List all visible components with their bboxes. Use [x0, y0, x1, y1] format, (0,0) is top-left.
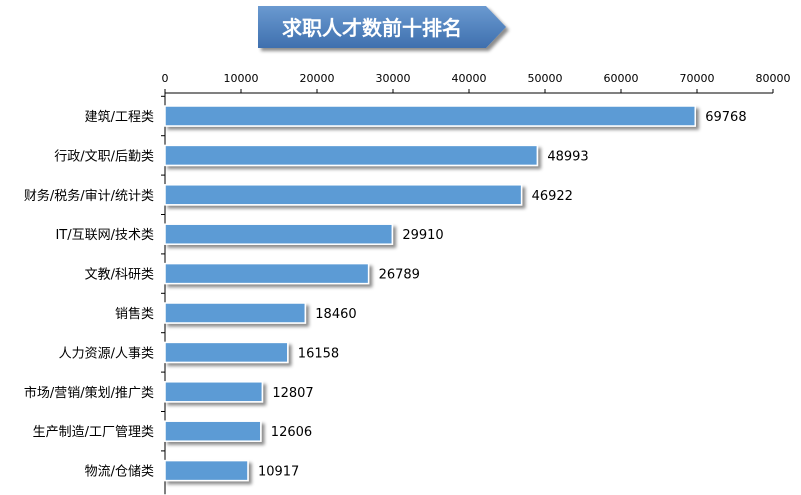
category-label: 市场/营销/策划/推广类 [24, 385, 154, 401]
title-banner-shape [258, 6, 506, 48]
bar [164, 420, 262, 442]
category-label: 物流/仓储类 [85, 465, 154, 480]
category-label: IT/互联网/技术类 [55, 228, 154, 243]
bar [164, 105, 696, 127]
value-label: 69768 [705, 110, 746, 125]
x-tick-label: 50000 [528, 72, 563, 85]
value-label: 12606 [271, 425, 312, 440]
value-label: 48993 [547, 149, 588, 164]
bar [164, 341, 289, 364]
x-tick-label: 20000 [300, 72, 335, 85]
bar [164, 262, 370, 285]
value-label: 18460 [315, 307, 356, 322]
x-tick-label: 60000 [604, 72, 639, 85]
x-tick-label: 70000 [680, 72, 715, 85]
chart-title-banner: 求职人才数前十排名 [258, 6, 506, 48]
bar [164, 144, 539, 167]
x-tick-label: 80000 [756, 72, 791, 85]
x-tick-label: 30000 [376, 72, 411, 85]
bars-group [164, 105, 696, 482]
value-label: 26789 [379, 268, 420, 283]
value-label: 12807 [272, 386, 313, 401]
chart-title: 求职人才数前十排名 [282, 16, 462, 40]
category-label: 建筑/工程类 [85, 109, 154, 125]
x-tick-label: 40000 [452, 72, 487, 85]
x-axis: 0 10000 20000 30000 40000 50000 60000 70000 8000… [162, 72, 791, 94]
bar [164, 302, 307, 324]
category-label: 文教/科研类 [85, 267, 154, 283]
category-label: 财务/税务/审计/统计类 [24, 188, 154, 204]
value-label: 29910 [402, 228, 443, 243]
value-label: 16158 [298, 346, 339, 361]
bar [164, 184, 523, 206]
category-label: 销售类 [115, 306, 154, 322]
value-label: 46922 [532, 189, 573, 204]
category-label: 生产制造/工厂管理类 [33, 425, 154, 440]
x-tick-label: 0 [162, 72, 169, 85]
category-label: 人力资源/人事类 [59, 346, 154, 361]
bar [164, 459, 249, 482]
value-labels-group: 69768 48993 46922 29910 26789 18460 16158 12807… [258, 110, 747, 480]
category-label: 行政/文职/后勤类 [54, 149, 154, 164]
bar [164, 223, 394, 245]
x-tick-label: 10000 [224, 72, 259, 85]
value-label: 10917 [258, 465, 299, 480]
bar [164, 381, 264, 403]
